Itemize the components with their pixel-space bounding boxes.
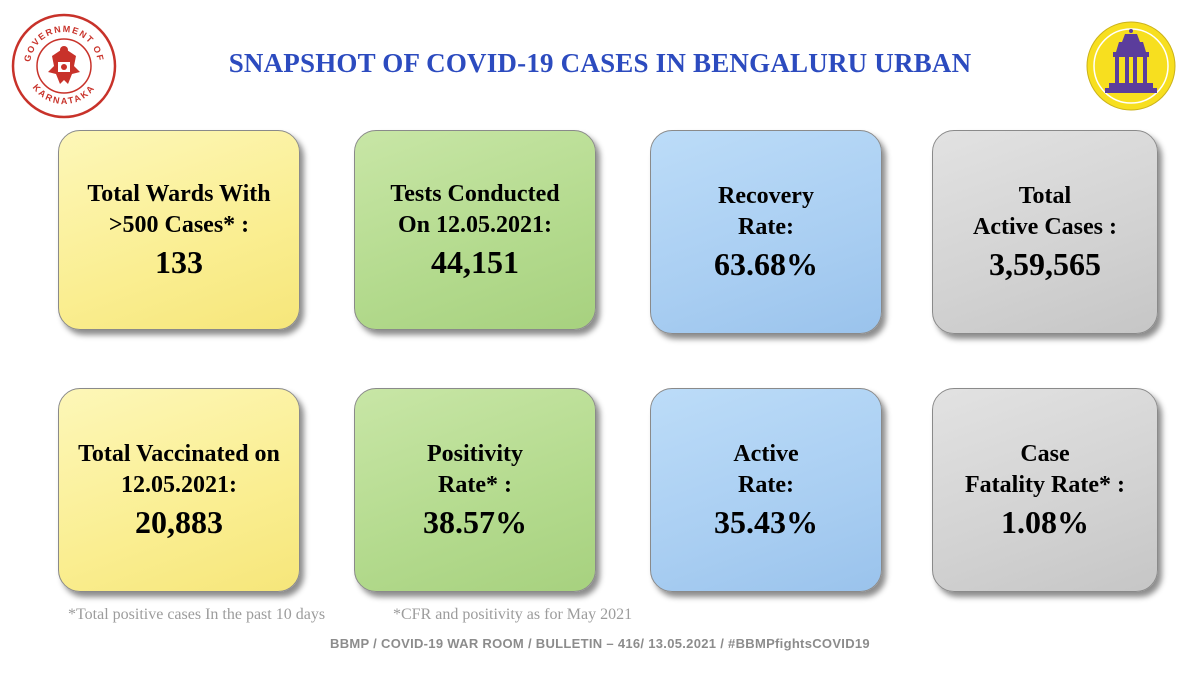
- card-label: Total Active Cases :: [973, 182, 1117, 240]
- card-value: 3,59,565: [989, 245, 1101, 282]
- card-label: Total Wards With >500 Cases* :: [87, 180, 271, 238]
- card-label: Total Vaccinated on 12.05.2021:: [78, 440, 280, 498]
- card-label: Active Rate:: [733, 440, 799, 498]
- seal-emblem-icon: GOVERNMENT OF KARNATAKA: [11, 13, 117, 119]
- card-tests-conducted: Tests Conducted On 12.05.2021: 44,151: [354, 130, 596, 330]
- card-positivity-rate: Positivity Rate* : 38.57%: [354, 388, 596, 592]
- card-value: 35.43%: [714, 503, 818, 540]
- temple-logo-icon: [1086, 21, 1176, 111]
- card-value: 38.57%: [423, 503, 527, 540]
- card-label: Tests Conducted On 12.05.2021:: [390, 180, 560, 238]
- card-recovery-rate: Recovery Rate: 63.68%: [650, 130, 882, 334]
- card-active-rate: Active Rate: 35.43%: [650, 388, 882, 592]
- card-wards-over-500-cases: Total Wards With >500 Cases* : 133: [58, 130, 300, 330]
- card-total-vaccinated: Total Vaccinated on 12.05.2021: 20,883: [58, 388, 300, 592]
- card-label: Recovery Rate:: [718, 182, 814, 240]
- card-value: 63.68%: [714, 245, 818, 282]
- footnote-wards: *Total positive cases In the past 10 day…: [68, 606, 326, 623]
- bulletin-footer: BBMP / COVID-19 WAR ROOM / BULLETIN – 41…: [330, 636, 870, 651]
- card-case-fatality-rate: Case Fatality Rate* : 1.08%: [932, 388, 1158, 592]
- card-label: Case Fatality Rate* :: [965, 440, 1125, 498]
- card-value: 133: [155, 243, 203, 280]
- card-total-active-cases: Total Active Cases : 3,59,565: [932, 130, 1158, 334]
- bbmp-logo: [1085, 20, 1177, 112]
- government-of-karnataka-seal: GOVERNMENT OF KARNATAKA: [8, 10, 120, 122]
- svg-text:KARNATAKA: KARNATAKA: [31, 82, 97, 106]
- footnote-cfr: *CFR and positivity as for May 2021: [393, 606, 633, 623]
- card-value: 1.08%: [1001, 503, 1089, 540]
- page-title: SNAPSHOT OF COVID-19 CASES IN BENGALURU …: [228, 48, 972, 78]
- card-value: 44,151: [431, 243, 519, 280]
- card-label: Positivity Rate* :: [427, 440, 523, 498]
- card-value: 20,883: [135, 503, 223, 540]
